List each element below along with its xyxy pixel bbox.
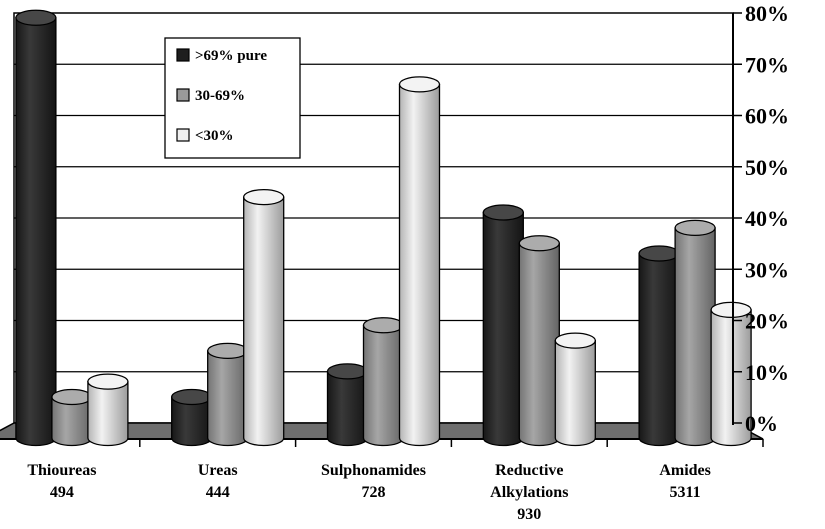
bar: [171, 388, 213, 447]
legend-label: 30-69%: [195, 88, 245, 104]
bar: [243, 188, 285, 447]
bar: [207, 342, 249, 447]
bar: [482, 204, 524, 447]
y-tick-label: 0%: [745, 411, 778, 436]
bar: [362, 317, 405, 447]
category-labels: Thioureas 494 Ureas 444 Sulphonamides 728 Redu…: [27, 439, 764, 523]
y-tick-label: 30%: [745, 257, 789, 282]
y-tick-label: 80%: [745, 1, 789, 26]
bars: [15, 9, 752, 447]
legend-swatch: [176, 88, 190, 102]
bar: [15, 9, 57, 447]
bar: [87, 373, 129, 447]
legend-label: <30%: [195, 128, 234, 144]
y-axis: 0% 10% 20% 30% 40% 50% 60% 70% 80%: [732, 1, 789, 436]
category-label: Sulphonamides 728: [321, 462, 426, 501]
y-tick-label: 10%: [745, 360, 789, 385]
bar: [638, 245, 680, 447]
y-tick-label: 50%: [745, 155, 789, 180]
bar: [554, 332, 596, 447]
legend: >69% pure 30-69% <30%: [164, 37, 301, 159]
bar: [398, 76, 441, 447]
category-label: Thioureas 494: [27, 462, 96, 501]
category-label: Amides 5311: [659, 462, 711, 501]
bar: [710, 301, 752, 447]
bar: [674, 219, 716, 447]
y-tick-label: 20%: [745, 309, 789, 334]
legend-swatch: [176, 128, 190, 142]
legend-label: >69% pure: [195, 48, 267, 64]
y-tick-label: 40%: [745, 206, 789, 231]
bar: [518, 235, 560, 447]
y-tick-label: 60%: [745, 104, 789, 129]
bar: [326, 363, 369, 447]
category-label: Reductive Alkylations 930: [490, 462, 568, 523]
bar: [51, 388, 93, 447]
legend-swatch: [176, 48, 190, 62]
y-tick-label: 70%: [745, 52, 789, 77]
category-label: Ureas 444: [198, 462, 238, 501]
